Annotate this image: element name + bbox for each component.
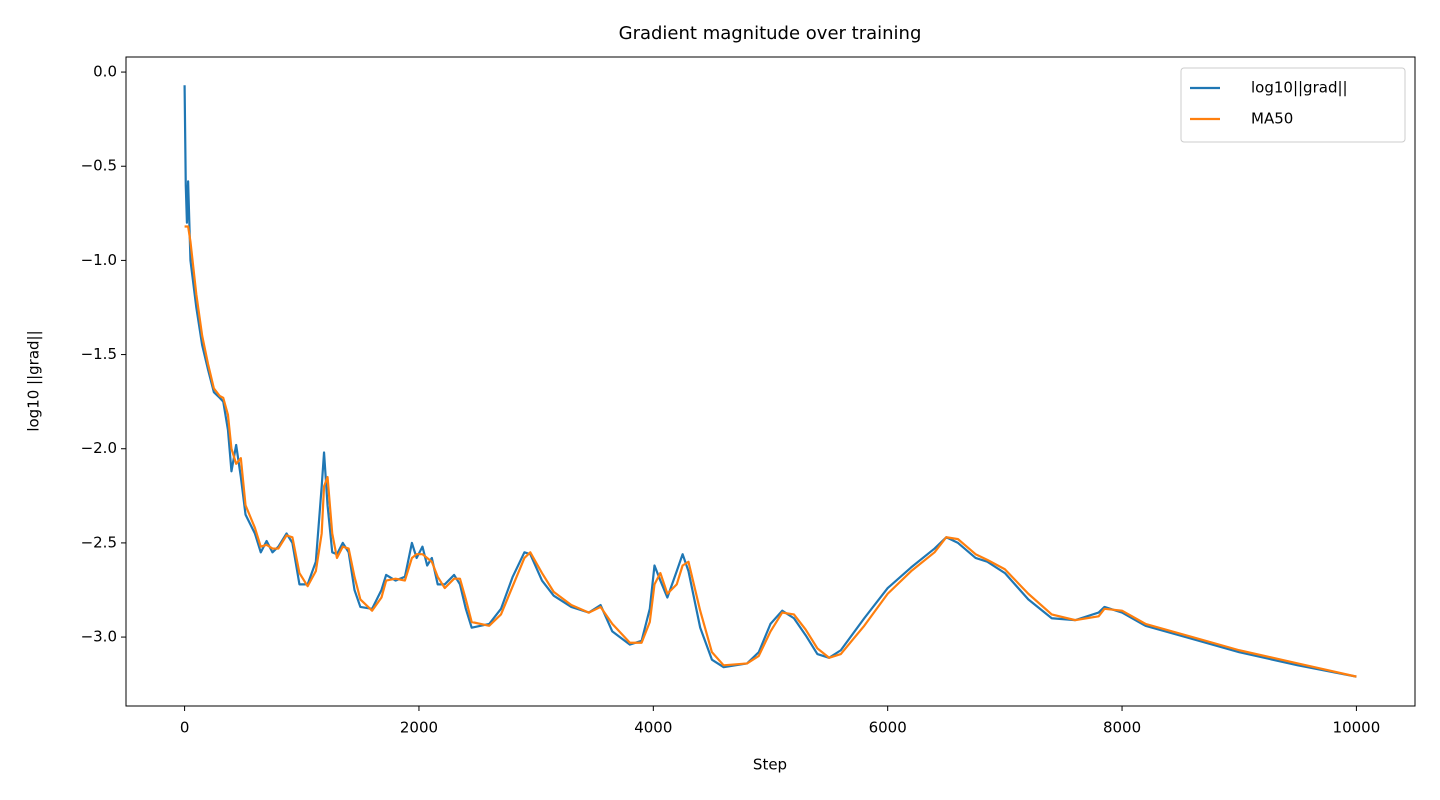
legend-box (1180, 67, 1406, 143)
y-tick-label: −0.5 (81, 157, 117, 175)
legend-label: log10||grad|| (1251, 79, 1348, 97)
x-tick-label: 6000 (869, 719, 907, 737)
x-axis-label: Step (753, 756, 787, 774)
y-tick-label: 0.0 (93, 63, 117, 81)
legend-label: MA50 (1251, 110, 1293, 128)
y-tick-label: −2.5 (81, 533, 117, 551)
x-tick-label: 10000 (1333, 719, 1381, 737)
x-tick-label: 0 (180, 719, 190, 737)
y-tick-label: −1.0 (81, 251, 117, 269)
chart-title: Gradient magnitude over training (619, 23, 922, 44)
y-tick-label: −2.0 (81, 439, 117, 457)
x-tick-label: 8000 (1103, 719, 1141, 737)
y-axis-label: log10 ||grad|| (25, 330, 43, 431)
plot-frame (125, 56, 1416, 707)
series-line (184, 225, 1357, 678)
x-tick-label: 2000 (400, 719, 438, 737)
y-tick-label: −1.5 (81, 345, 117, 363)
y-tick-label: −3.0 (81, 628, 117, 646)
series-line (183, 85, 1357, 678)
x-tick-label: 4000 (634, 719, 672, 737)
